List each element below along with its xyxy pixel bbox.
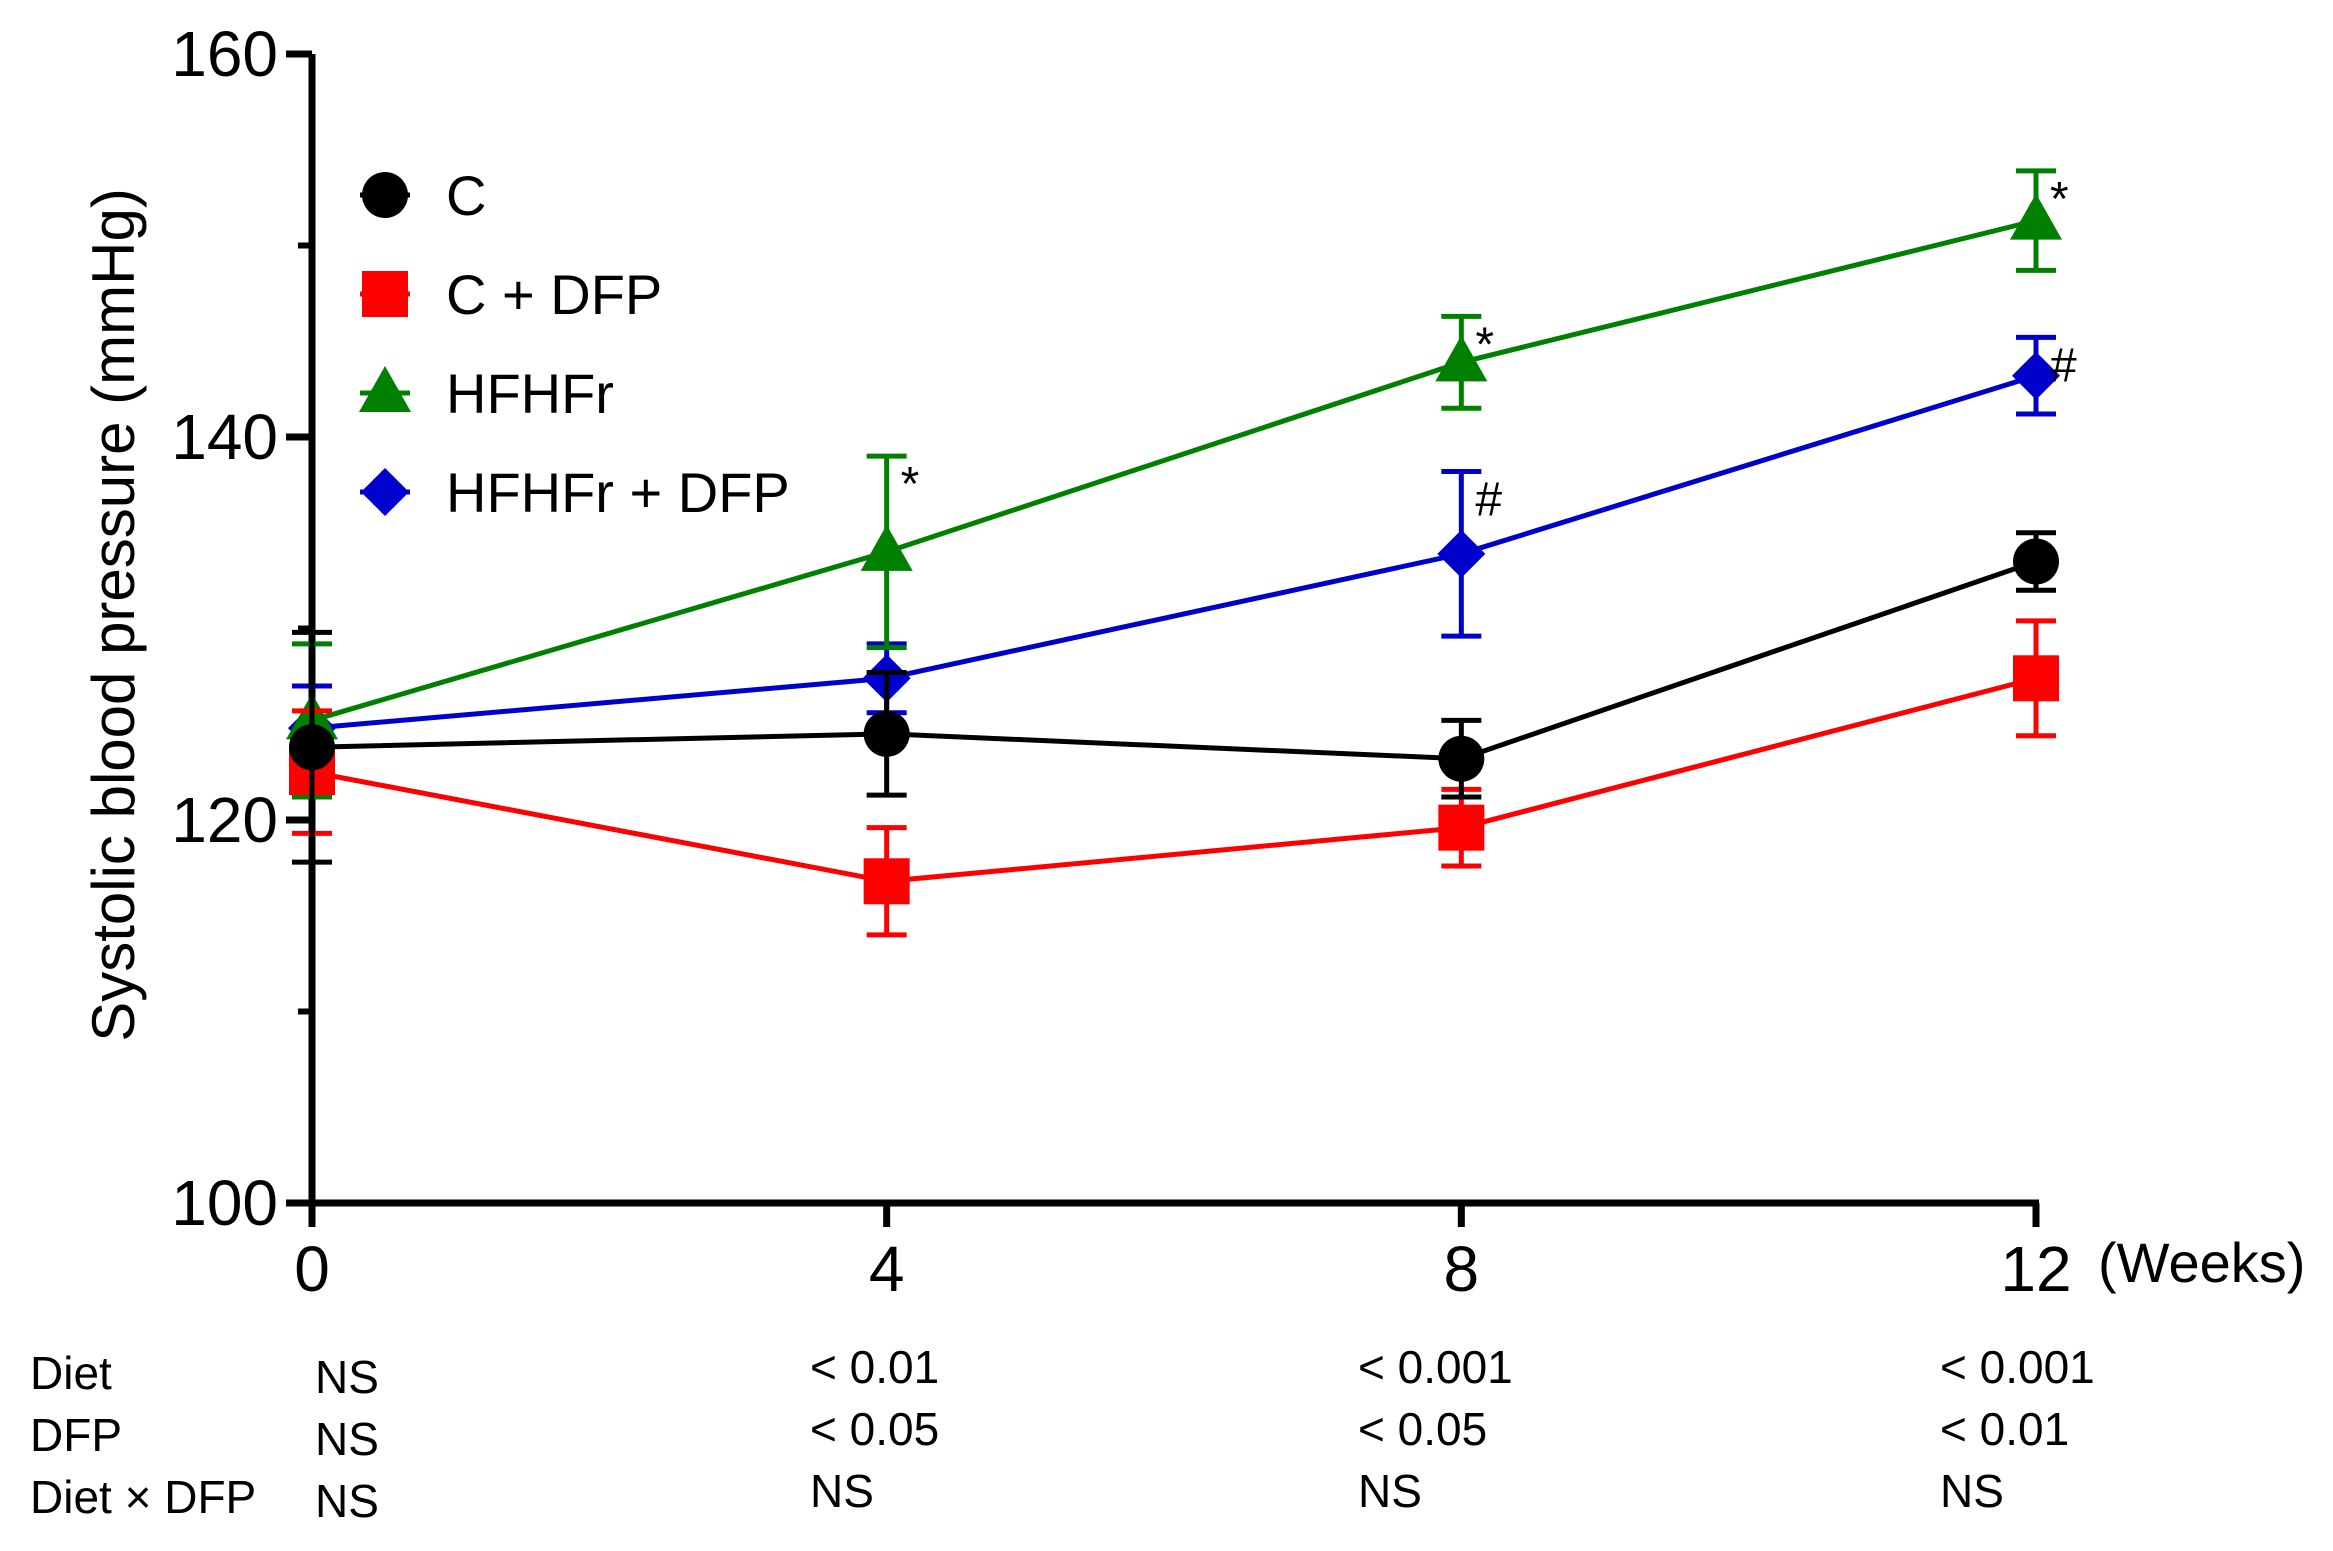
- data-point: [2012, 351, 2060, 400]
- x-tick-label: 4: [869, 1233, 905, 1305]
- series-line: [311, 675, 2037, 884]
- series-line: [311, 218, 2037, 723]
- data-point: [863, 710, 910, 757]
- x-tick-label: 0: [294, 1233, 330, 1305]
- data-point: [1437, 529, 1486, 578]
- x-tick-label: 8: [1444, 1233, 1480, 1305]
- data-point: [863, 858, 910, 905]
- legend-marker: [362, 172, 408, 218]
- legend-label: C + DFP: [446, 263, 662, 326]
- series-hfhfr: * * *: [286, 168, 2069, 800]
- legend-item: HFHFr + DFP: [360, 461, 790, 524]
- significance-mark: #: [1475, 473, 1502, 526]
- data-point: [2010, 193, 2062, 240]
- legend-label: HFHFr: [446, 362, 614, 425]
- data-point: [2013, 655, 2059, 702]
- x-axis-title: (Weeks): [2098, 1231, 2305, 1294]
- series-c-dfp: [289, 618, 2059, 938]
- y-axis-title: Systolic blood pressure (mmHg): [80, 188, 147, 1042]
- x-tick-label: 12: [2000, 1233, 2071, 1305]
- significance-mark: *: [1475, 318, 1494, 371]
- legend-item: C + DFP: [360, 263, 662, 326]
- legend-label: HFHFr + DFP: [446, 461, 790, 524]
- data-point: [2013, 538, 2059, 585]
- data-point: [1438, 735, 1485, 782]
- series-line: [311, 373, 2037, 731]
- significance-mark: *: [2050, 173, 2069, 226]
- legend: C C + DFP HFHFr HFHFr + DFP: [359, 164, 790, 524]
- legend-marker: [361, 468, 409, 516]
- y-tick-label: 100: [171, 1167, 278, 1239]
- legend-item: HFHFr: [359, 362, 614, 425]
- data-point: [1438, 804, 1485, 851]
- data-point: [289, 724, 335, 771]
- significance-mark: *: [901, 458, 920, 511]
- y-tick-label: 120: [171, 784, 278, 856]
- y-tick-label: 160: [171, 18, 278, 90]
- legend-label: C: [446, 164, 486, 227]
- legend-marker: [359, 366, 411, 412]
- series-c: [289, 530, 2059, 865]
- axes: 100 120 140 160 0 4 8 12: [171, 18, 2071, 1305]
- series-line: [311, 559, 2037, 762]
- data-point: [1435, 335, 1488, 382]
- legend-item: C: [360, 164, 486, 227]
- data-point: [860, 524, 913, 571]
- series-layer: # # * * *: [286, 168, 2077, 938]
- legend-marker: [362, 271, 408, 317]
- significance-mark: #: [2050, 339, 2077, 392]
- y-tick-label: 140: [171, 401, 278, 473]
